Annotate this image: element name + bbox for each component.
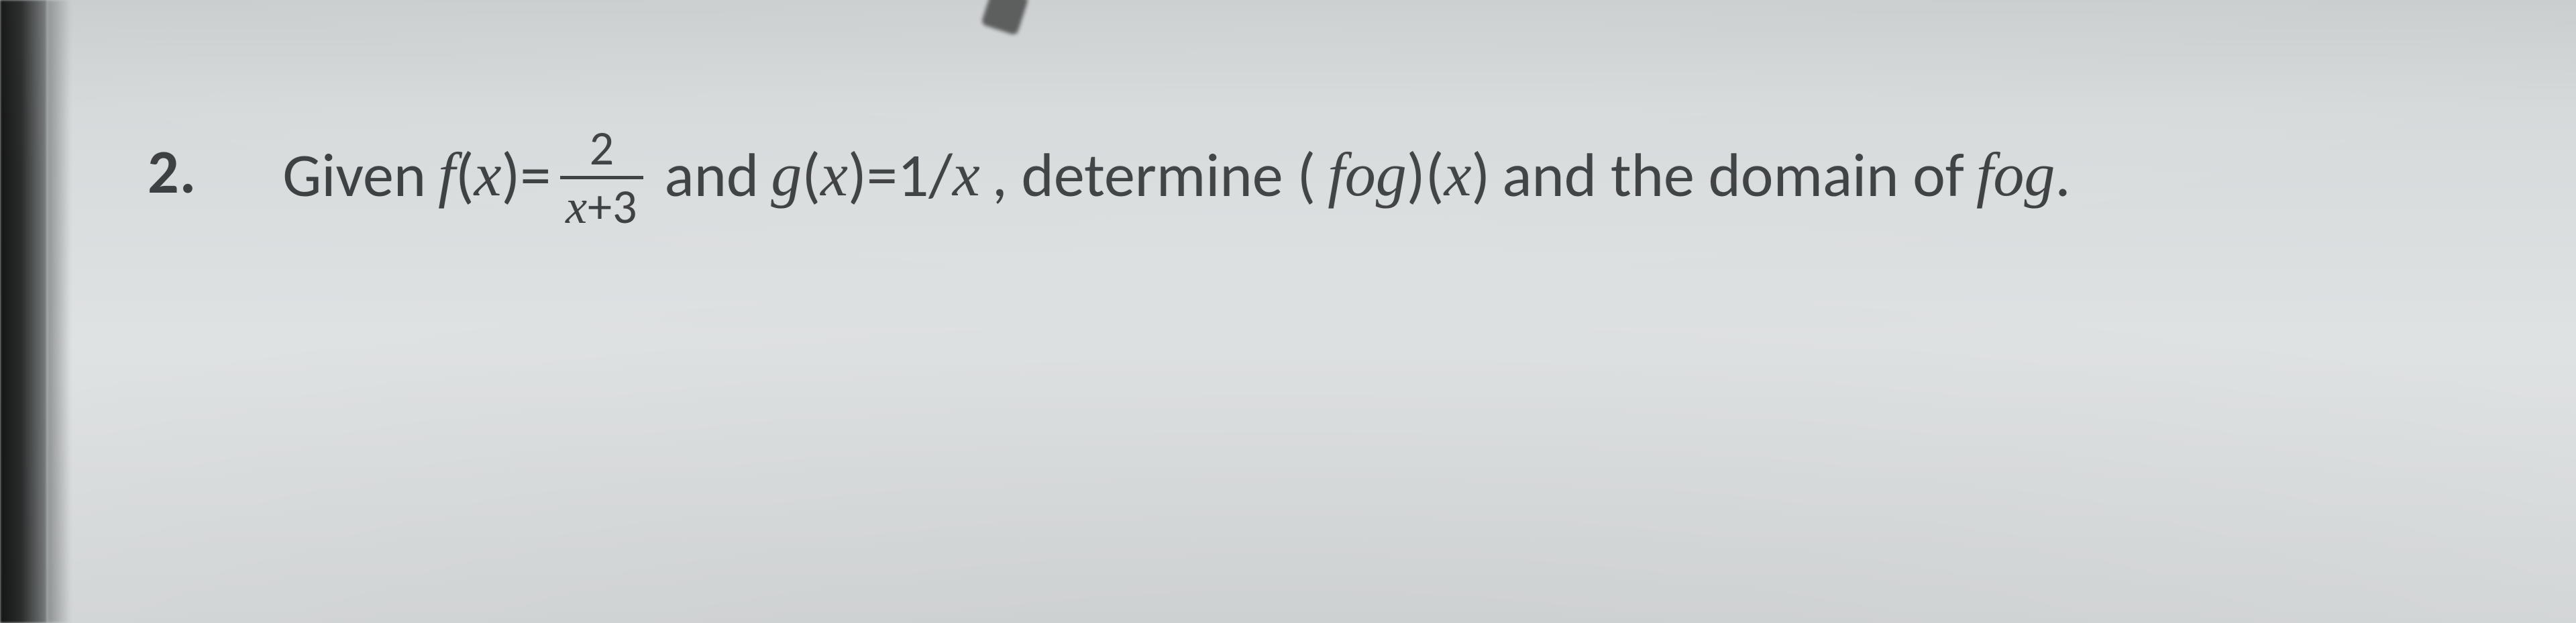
g-rhs-x: x <box>953 140 980 211</box>
frac-den-3: 3 <box>612 177 638 236</box>
fog-x: x <box>1444 140 1472 211</box>
sym-x1: x <box>474 140 502 211</box>
fog-close-open: )( <box>1407 140 1444 211</box>
question-number: 2. <box>148 121 197 203</box>
sym-open2: ( <box>802 140 820 211</box>
sym-g: g <box>771 140 802 211</box>
fraction-numerator: 2 <box>584 124 620 176</box>
frac-den-x: x <box>566 180 588 234</box>
fraction-denominator: x+3 <box>560 179 643 233</box>
sym-open1: ( <box>455 140 474 211</box>
fog-close: ) <box>1471 140 1490 211</box>
photo-left-edge <box>0 0 47 623</box>
word-determine: , determine ( <box>980 140 1328 211</box>
question-text: Given f ( x ) = 2 x+3 and g ( x ) = 1/ x… <box>270 121 2070 230</box>
sym-f: f <box>438 140 455 211</box>
photo-left-edge-fade <box>47 0 71 623</box>
question-row: 2. Given f ( x ) = 2 x+3 and g ( x ) = 1… <box>148 121 2549 230</box>
fog-g: g <box>1376 140 1407 211</box>
dom-circ: o <box>1993 140 2024 211</box>
fog-circ: o <box>1345 140 1376 211</box>
photo-vignette <box>0 0 2576 623</box>
sym-close1: ) <box>501 140 520 211</box>
word-and1: and <box>653 140 771 211</box>
sym-close2: ) <box>848 140 867 211</box>
period: . <box>2055 140 2070 211</box>
fog-f: f <box>1328 140 1345 211</box>
sym-x2: x <box>820 140 848 211</box>
sym-eq2: = <box>867 140 898 211</box>
page-surface: 2. Given f ( x ) = 2 x+3 and g ( x ) = 1… <box>0 0 2576 623</box>
frac-den-plus: + <box>588 177 612 236</box>
g-rhs-1slash: 1/ <box>898 140 953 211</box>
sym-eq1: = <box>520 140 551 211</box>
fraction: 2 x+3 <box>560 124 643 232</box>
photo-top-nick <box>981 0 1029 36</box>
word-given: Given <box>270 140 438 211</box>
dom-f: f <box>1976 140 1994 211</box>
dom-g: g <box>2024 140 2055 211</box>
word-and-domain: and the domain of <box>1490 140 1976 211</box>
